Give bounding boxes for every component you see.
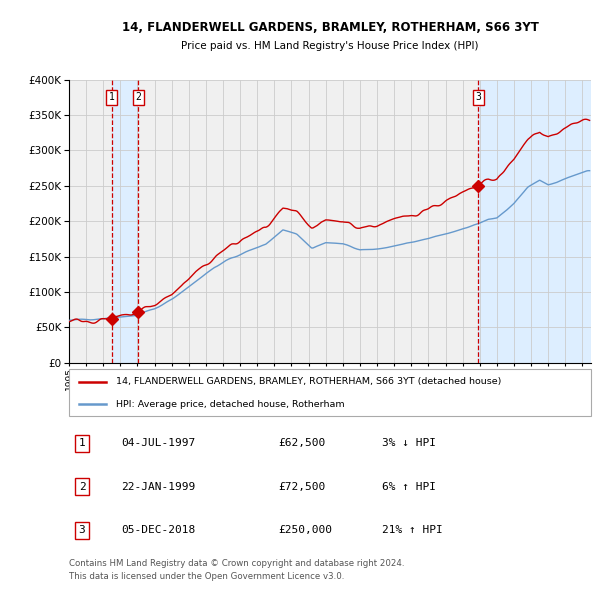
- Text: This data is licensed under the Open Government Licence v3.0.: This data is licensed under the Open Gov…: [69, 572, 344, 581]
- Text: £72,500: £72,500: [278, 482, 325, 491]
- Text: 22-JAN-1999: 22-JAN-1999: [121, 482, 196, 491]
- FancyBboxPatch shape: [69, 369, 591, 416]
- Text: £62,500: £62,500: [278, 438, 325, 448]
- Text: Price paid vs. HM Land Registry's House Price Index (HPI): Price paid vs. HM Land Registry's House …: [181, 41, 479, 51]
- Text: 2: 2: [136, 93, 141, 102]
- Text: 3% ↓ HPI: 3% ↓ HPI: [382, 438, 436, 448]
- Text: 04-JUL-1997: 04-JUL-1997: [121, 438, 196, 448]
- Bar: [478, 80, 591, 363]
- Bar: [112, 80, 139, 363]
- Text: 1: 1: [109, 93, 115, 102]
- Text: 2: 2: [79, 482, 85, 491]
- Text: 6% ↑ HPI: 6% ↑ HPI: [382, 482, 436, 491]
- Text: 1: 1: [79, 438, 85, 448]
- Text: £250,000: £250,000: [278, 525, 332, 535]
- Text: 14, FLANDERWELL GARDENS, BRAMLEY, ROTHERHAM, S66 3YT: 14, FLANDERWELL GARDENS, BRAMLEY, ROTHER…: [122, 21, 538, 34]
- Text: 3: 3: [475, 93, 481, 102]
- Text: 21% ↑ HPI: 21% ↑ HPI: [382, 525, 443, 535]
- Text: 3: 3: [79, 525, 85, 535]
- Text: Contains HM Land Registry data © Crown copyright and database right 2024.: Contains HM Land Registry data © Crown c…: [69, 559, 404, 568]
- Text: 14, FLANDERWELL GARDENS, BRAMLEY, ROTHERHAM, S66 3YT (detached house): 14, FLANDERWELL GARDENS, BRAMLEY, ROTHER…: [116, 378, 502, 386]
- Text: 05-DEC-2018: 05-DEC-2018: [121, 525, 196, 535]
- Text: HPI: Average price, detached house, Rotherham: HPI: Average price, detached house, Roth…: [116, 399, 344, 409]
